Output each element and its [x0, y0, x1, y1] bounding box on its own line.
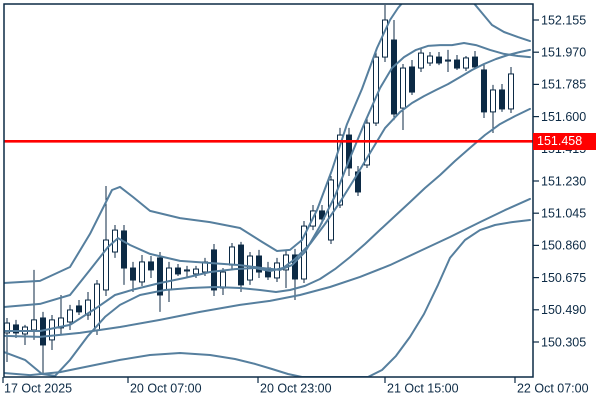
x-axis-label: 20 Oct 23:00	[260, 382, 332, 396]
band-slow_middle	[4, 197, 531, 338]
candle-bull	[139, 261, 145, 283]
y-axis-label: 151.045	[541, 206, 586, 220]
candle-bull	[193, 268, 199, 275]
band-slow_lower	[4, 219, 531, 377]
candle-bear	[256, 255, 262, 273]
candle-bear	[211, 249, 217, 291]
candle-bull	[445, 59, 451, 62]
candle-bull	[364, 122, 370, 166]
candle-bear	[121, 230, 127, 269]
candle-bull	[490, 89, 496, 113]
price-line-badge: 151.458	[533, 132, 596, 150]
candle-bull	[283, 254, 289, 271]
candle-bear	[409, 66, 415, 93]
candle-bull	[337, 134, 343, 206]
y-axis-label: 151.600	[541, 110, 586, 124]
candle-bull	[67, 309, 73, 323]
candles	[4, 5, 514, 376]
candle-bull	[463, 57, 469, 69]
candle-bear	[454, 59, 460, 69]
x-axis-label: 22 Oct 07:00	[517, 382, 589, 396]
candle-bull	[418, 52, 424, 69]
candle-bull	[85, 299, 91, 316]
candle-bear	[13, 324, 19, 334]
candle-bull	[373, 56, 379, 124]
candle-bear	[292, 254, 298, 280]
price-axis[interactable]: 152.155151.970151.785151.600151.415151.2…	[533, 13, 586, 349]
candle-bear	[157, 257, 163, 296]
band-fast_middle	[4, 48, 531, 332]
candle-bear	[175, 267, 181, 275]
candle-bear	[148, 261, 154, 271]
candle-bear	[346, 134, 352, 169]
candle-bear	[76, 305, 82, 313]
band-fast_upper	[4, 42, 531, 308]
candle-bull	[58, 317, 64, 329]
candle-bull	[31, 319, 37, 331]
candle-bear	[472, 56, 478, 68]
y-axis-label: 151.785	[541, 78, 586, 92]
candle-bear	[499, 89, 505, 110]
candle-bull	[508, 73, 514, 110]
candle-bull	[328, 179, 334, 241]
candle-bull	[103, 239, 109, 291]
y-axis-label: 150.490	[541, 303, 586, 317]
candle-bull	[427, 55, 433, 64]
band-slow_upper	[4, 4, 531, 284]
y-axis-label: 150.675	[541, 271, 586, 285]
y-axis-label: 150.305	[541, 335, 586, 349]
x-axis-label: 17 Oct 2025	[4, 382, 72, 396]
candle-bear	[481, 69, 487, 113]
candle-bull	[400, 67, 406, 109]
plot-frame	[3, 3, 534, 378]
y-axis-label: 151.970	[541, 45, 586, 59]
time-axis[interactable]: 17 Oct 2025 20 Oct 07:00 20 Oct 23:00 21 Oc…	[2, 377, 589, 396]
candle-bull	[184, 269, 190, 272]
y-axis-label: 151.230	[541, 174, 586, 188]
x-axis-label: 20 Oct 07:00	[130, 382, 202, 396]
candle-bear	[391, 39, 397, 115]
candle-bull	[382, 19, 388, 58]
band-fast_lower	[4, 107, 531, 377]
x-axis-label: 21 Oct 15:00	[387, 382, 459, 396]
candle-bear	[130, 267, 136, 281]
plot-area[interactable]	[4, 0, 531, 377]
y-axis-label: 150.860	[541, 239, 586, 253]
candle-bull	[220, 271, 226, 289]
candle-bull	[166, 267, 172, 291]
candle-bear	[436, 56, 442, 64]
candle-bull	[229, 246, 235, 266]
y-axis-label: 152.155	[541, 13, 586, 27]
